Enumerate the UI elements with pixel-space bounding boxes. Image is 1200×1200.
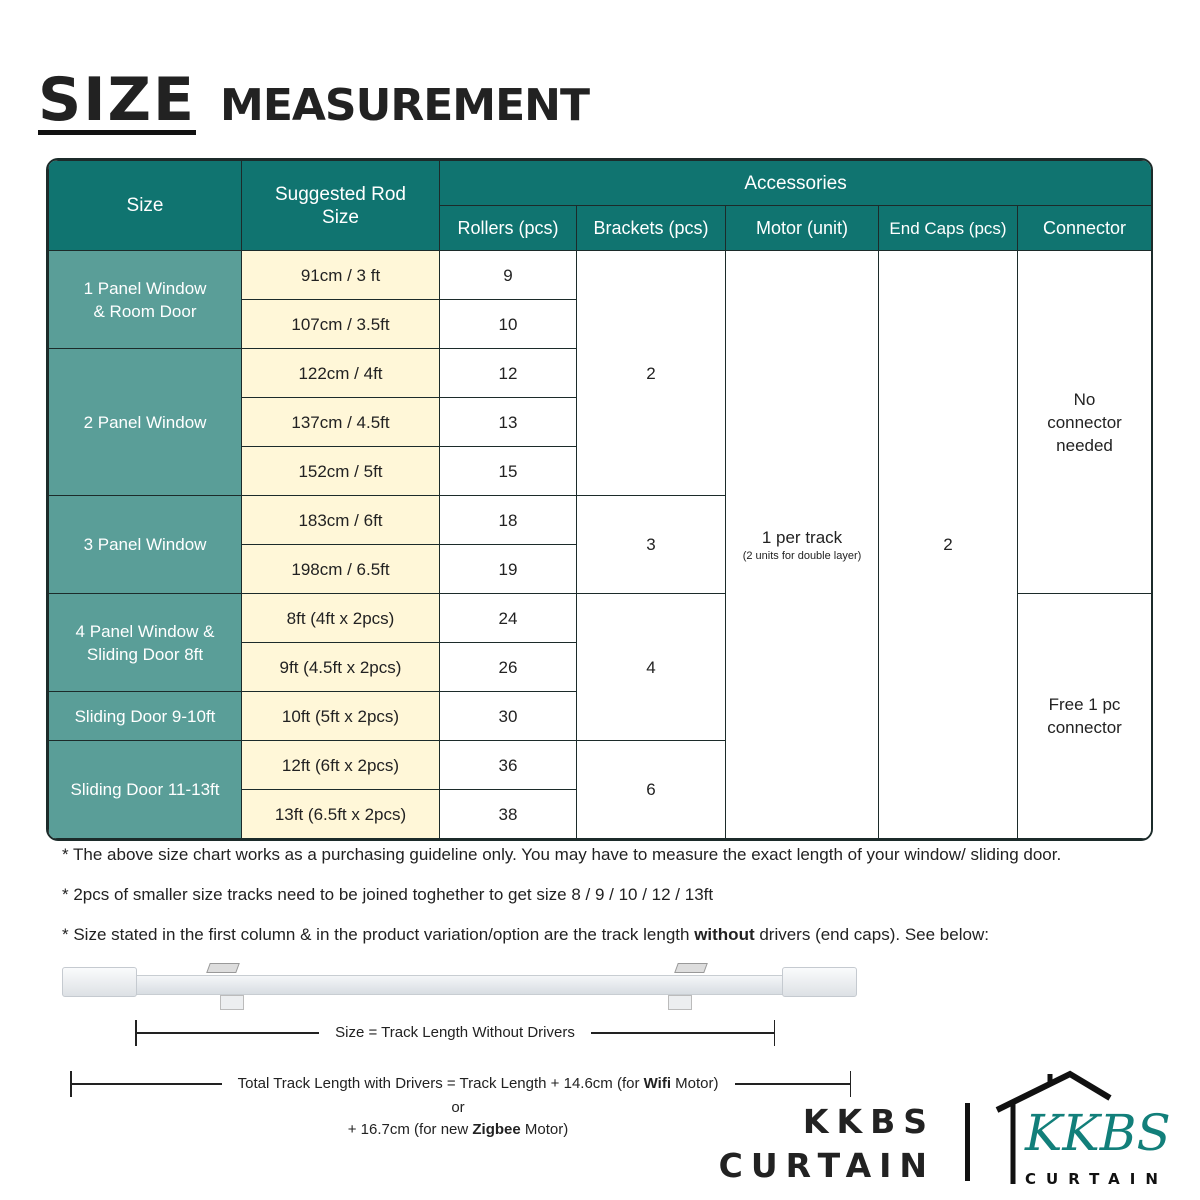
rod-cell: 10ft (5ft x 2pcs) bbox=[241, 691, 440, 741]
rollers-cell: 13 bbox=[439, 397, 577, 447]
note: * The above size chart works as a purcha… bbox=[62, 845, 1062, 864]
rod-cell: 107cm / 3.5ft bbox=[241, 299, 440, 349]
rod-cell: 122cm / 4ft bbox=[241, 348, 440, 398]
rod-cell: 9ft (4.5ft x 2pcs) bbox=[241, 642, 440, 692]
house-icon: KKBS CURTAIN bbox=[995, 1070, 1171, 1188]
notes: * The above size chart works as a purcha… bbox=[62, 845, 1192, 965]
size-dimension: Size = Track Length Without Drivers bbox=[135, 1020, 775, 1046]
header-size: Size bbox=[48, 160, 242, 251]
rod-cell: 183cm / 6ft bbox=[241, 495, 440, 545]
size-group: 2 Panel Window bbox=[48, 348, 242, 496]
brackets-cell: 4 bbox=[576, 593, 726, 741]
rollers-cell: 18 bbox=[439, 495, 577, 545]
rod-cell: 137cm / 4.5ft bbox=[241, 397, 440, 447]
header-rod: Suggested Rod Size bbox=[241, 160, 440, 251]
table-row: Sliding Door 11-13ft 12ft (6ft x 2pcs) 3… bbox=[48, 740, 1152, 839]
table-row: 137cm / 4.5ft 13 bbox=[49, 397, 1152, 447]
track-illustration bbox=[62, 963, 857, 1015]
endcaps-cell: 2 bbox=[878, 250, 1018, 839]
rollers-cell: 9 bbox=[439, 250, 577, 300]
rollers-cell: 30 bbox=[439, 691, 577, 741]
page-title: SIZE MEASUREMENT bbox=[38, 65, 590, 135]
rollers-cell: 36 bbox=[439, 740, 577, 790]
rod-cell: 152cm / 5ft bbox=[241, 446, 440, 496]
size-group: Sliding Door 11-13ft bbox=[48, 740, 242, 839]
brackets-cell: 3 bbox=[576, 495, 726, 594]
total-dimension: Total Track Length with Drivers = Track … bbox=[70, 1071, 851, 1097]
motor-note: (2 units for double layer) bbox=[742, 550, 862, 562]
size-group: 1 Panel Window & Room Door bbox=[48, 250, 242, 349]
note-text: * Size stated in the first column & in t… bbox=[62, 925, 695, 944]
or-label: or bbox=[451, 1099, 465, 1116]
connector-cell: Free 1 pc connector bbox=[1016, 593, 1151, 839]
zigbee-label: + 16.7cm (for new Zigbee Motor) bbox=[347, 1121, 569, 1138]
divider bbox=[965, 1103, 970, 1181]
motor-cell: 1 per track (2 units for double layer) bbox=[725, 250, 879, 839]
rollers-cell: 12 bbox=[439, 348, 577, 398]
brand-line1: KKBS bbox=[802, 1102, 935, 1141]
table-row: 13ft (6.5ft x 2pcs) 38 bbox=[49, 789, 1152, 839]
rollers-cell: 19 bbox=[439, 544, 577, 594]
table-row: 1 Panel Window & Room Door 91cm / 3 ft 9… bbox=[48, 250, 1151, 839]
brand-wordmark: KKBS CURTAIN bbox=[700, 1100, 935, 1188]
table-row: 107cm / 3.5ft 10 bbox=[49, 299, 1152, 349]
rollers-cell: 15 bbox=[439, 446, 577, 496]
size-group: Sliding Door 9-10ft bbox=[48, 691, 242, 741]
title-rest: MEASUREMENT bbox=[220, 80, 590, 131]
note: * 2pcs of smaller size tracks need to be… bbox=[62, 885, 714, 904]
size-table: Size Suggested Rod Size Accessories Roll… bbox=[46, 158, 1153, 841]
brackets-cell: 6 bbox=[576, 740, 726, 839]
header-connector: Connector bbox=[1016, 205, 1151, 251]
rod-cell: 12ft (6ft x 2pcs) bbox=[241, 740, 440, 790]
connector-cell: No connector needed bbox=[1016, 250, 1151, 594]
rod-cell: 13ft (6.5ft x 2pcs) bbox=[241, 789, 440, 839]
rollers-cell: 26 bbox=[439, 642, 577, 692]
size-group: 3 Panel Window bbox=[48, 495, 242, 594]
header-motor: Motor (unit) bbox=[725, 205, 879, 251]
motor-main: 1 per track bbox=[761, 528, 843, 547]
rollers-cell: 10 bbox=[439, 299, 577, 349]
rollers-cell: 24 bbox=[439, 593, 577, 643]
header-accessories: Accessories bbox=[438, 160, 1151, 206]
brand-line2: CURTAIN bbox=[718, 1146, 935, 1185]
size-group: 4 Panel Window & Sliding Door 8ft bbox=[48, 593, 242, 692]
table-row: 3 Panel Window 183cm / 6ft 18 3 bbox=[48, 495, 1152, 594]
rod-cell: 8ft (4ft x 2pcs) bbox=[241, 593, 440, 643]
header-rollers: Rollers (pcs) bbox=[439, 205, 577, 251]
title-bold: SIZE bbox=[38, 65, 197, 135]
note-emphasis: without bbox=[694, 925, 755, 944]
header-endcaps: End Caps (pcs) bbox=[878, 205, 1018, 251]
note-text: drivers (end caps). See below: bbox=[754, 925, 989, 944]
size-dimension-label: Size = Track Length Without Drivers bbox=[335, 1024, 575, 1041]
table-row: 2 Panel Window 122cm / 4ft 12 bbox=[48, 348, 1152, 496]
table-row: 152cm / 5ft 15 bbox=[49, 446, 1152, 496]
header-brackets: Brackets (pcs) bbox=[576, 205, 726, 251]
table-row: 4 Panel Window & Sliding Door 8ft 8ft (4… bbox=[48, 593, 1151, 839]
brand-logo: KKBS CURTAIN bbox=[995, 1070, 1185, 1190]
total-dimension-label: Total Track Length with Drivers = Track … bbox=[237, 1075, 719, 1092]
logo-sub: CURTAIN bbox=[1025, 1170, 1168, 1188]
logo-script: KKBS bbox=[1024, 1104, 1171, 1162]
brackets-cell: 2 bbox=[576, 250, 726, 496]
rod-cell: 91cm / 3 ft bbox=[241, 250, 440, 300]
table-row: 9ft (4.5ft x 2pcs) 26 bbox=[49, 642, 1152, 692]
note: * Size stated in the first column & in t… bbox=[62, 925, 1192, 945]
rod-cell: 198cm / 6.5ft bbox=[241, 544, 440, 594]
rollers-cell: 38 bbox=[439, 789, 577, 839]
